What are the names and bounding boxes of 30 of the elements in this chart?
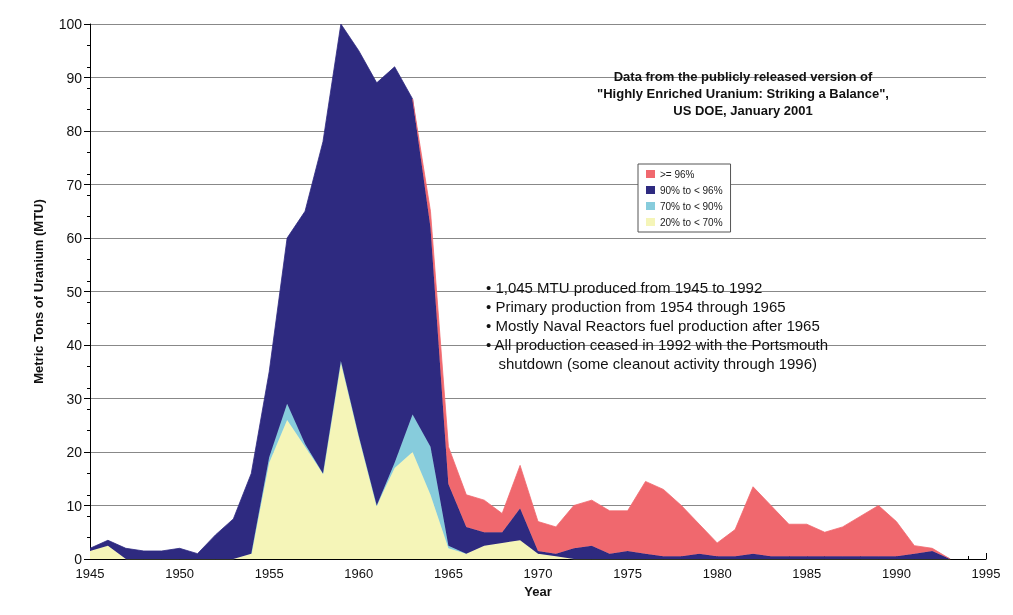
- y-tick-label: 0: [74, 551, 83, 567]
- x-tick-label: 1990: [881, 566, 911, 581]
- x-axis-title: Year: [524, 584, 552, 599]
- text: Data from the publicly released version of "Highly Enriched Uranium: Striking a Balance", US DOE, January 2001: [597, 69, 889, 118]
- y-tick-label: 100: [58, 16, 83, 32]
- y-tick-label: 20: [66, 444, 83, 460]
- x-tick-label: 1955: [254, 566, 284, 581]
- x-tick-label: 1995: [971, 566, 1001, 581]
- x-tick-label: 1945: [75, 566, 105, 581]
- legend-label: 90% to < 96%: [660, 184, 723, 196]
- x-tick-label: 1980: [702, 566, 732, 581]
- x-tick-label: 1985: [792, 566, 822, 581]
- legend-label: 70% to < 90%: [660, 200, 723, 212]
- x-tick-label: 1965: [433, 566, 463, 581]
- x-tick-label: 1950: [165, 566, 195, 581]
- y-tick-label: 30: [66, 390, 83, 407]
- legend-label: 20% to < 70%: [660, 216, 723, 228]
- y-tick-label: 10: [66, 497, 83, 514]
- y-tick-label: 40: [66, 337, 83, 353]
- y-tick-label: 50: [66, 283, 83, 300]
- y-tick-label: 60: [66, 230, 83, 246]
- x-tick-label: 1960: [344, 566, 374, 581]
- y-tick-label: 80: [66, 123, 83, 139]
- y-tick-label: 70: [66, 176, 83, 193]
- x-tick-label: 1975: [613, 566, 643, 581]
- legend-label: >= 96%: [660, 168, 695, 180]
- x-tick-label: 1970: [523, 566, 553, 581]
- annotation: • 1,045 MTU produced from 1945 to 1992 • Primary production from 1954 through 1965 • Mostly Naval Reactors fuel production after 1965 • All production ceased in 1992 with the Portsmouth shutdown (some cleanout activity through 1996): [486, 279, 829, 372]
- y-tick-label: 90: [66, 69, 83, 86]
- y-axis-title: Metric Tons of Uranium (MTU): [31, 199, 46, 384]
